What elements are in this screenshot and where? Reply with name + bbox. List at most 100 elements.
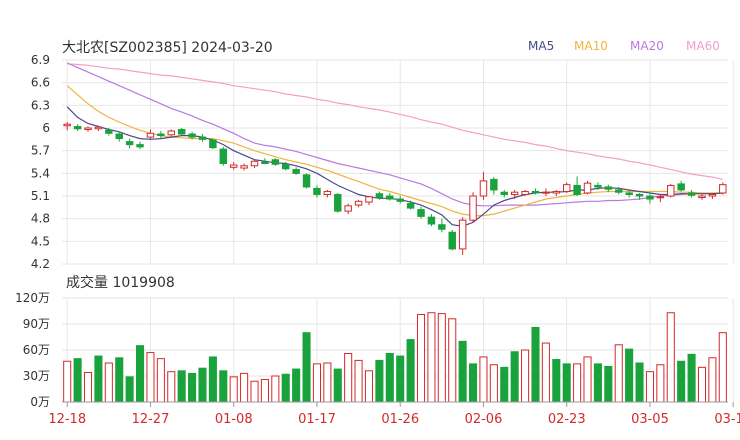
- candle-body: [323, 190, 332, 195]
- candle-body: [656, 196, 665, 199]
- candle-body: [625, 192, 633, 195]
- candle-body: [125, 141, 134, 146]
- volume-bar: [167, 371, 176, 403]
- candle-body: [677, 183, 685, 191]
- volume-bar: [354, 359, 363, 403]
- candle: [510, 189, 519, 200]
- candle: [167, 129, 175, 138]
- candle: [417, 206, 425, 219]
- volume-bar: [156, 358, 165, 403]
- ma-line-ma10: [66, 85, 723, 217]
- date-tick-label: 03-05: [631, 412, 669, 427]
- candle-body: [594, 184, 602, 188]
- volume-bar: [146, 352, 155, 403]
- price-tick-label: 4.5: [31, 234, 50, 248]
- candle: [198, 134, 207, 142]
- candle: [625, 189, 633, 198]
- volume-tick-label: 60万: [23, 343, 50, 357]
- candle-body: [490, 178, 498, 191]
- candle: [708, 192, 717, 200]
- candle-body: [583, 182, 592, 194]
- candle-body: [615, 189, 623, 193]
- candle: [240, 163, 248, 171]
- volume-bar: [177, 370, 186, 403]
- volume-bar: [437, 313, 446, 403]
- candle: [282, 162, 290, 171]
- legend-entry-ma10: MA10: [574, 39, 608, 53]
- volume-bar: [573, 363, 582, 403]
- candle: [157, 131, 165, 139]
- volume-y-axis: 120万 90万 60万 30万 0万: [15, 291, 50, 409]
- volume-bar: [656, 364, 665, 403]
- candle: [84, 126, 92, 132]
- candle-body: [136, 144, 144, 148]
- candle: [365, 196, 373, 206]
- volume-bar: [73, 358, 82, 403]
- candle-body: [667, 184, 675, 197]
- volume-bar: [427, 312, 436, 403]
- candle-body: [646, 195, 654, 200]
- candle: [146, 129, 155, 140]
- volume-bar: [541, 342, 550, 403]
- volume-bar: [219, 370, 228, 403]
- volume-bar: [687, 353, 696, 403]
- candle: [500, 189, 508, 198]
- candle-body: [209, 139, 217, 149]
- volume-bar: [645, 371, 654, 403]
- candle-body: [334, 193, 342, 212]
- volume-bar: [94, 355, 103, 403]
- price-tick-label: 6.9: [31, 53, 50, 67]
- candle-body: [396, 198, 404, 202]
- volume-bar: [260, 378, 269, 403]
- candle: [73, 124, 82, 132]
- candle: [375, 191, 384, 200]
- candle: [63, 121, 71, 131]
- candle: [427, 214, 436, 227]
- candle-body: [500, 191, 508, 195]
- volume-tick-label: 30万: [23, 369, 50, 383]
- candle-body: [167, 130, 175, 136]
- volume-bar: [677, 360, 686, 403]
- candle: [94, 125, 103, 132]
- candle: [125, 138, 134, 149]
- candle-body: [84, 127, 92, 131]
- candle: [677, 180, 685, 192]
- candle-body: [177, 129, 186, 135]
- volume-bar: [500, 366, 509, 403]
- candle-body: [302, 174, 311, 188]
- date-tick-label: 01-08: [215, 412, 253, 427]
- volume-bar: [312, 363, 321, 403]
- candles: [63, 121, 727, 255]
- ma-line-ma5: [66, 106, 723, 227]
- price-tick-label: 5.1: [31, 189, 50, 203]
- moving-average-lines: [66, 62, 723, 227]
- candle-body: [198, 136, 207, 140]
- volume-bar: [489, 364, 498, 403]
- candle-body: [604, 186, 613, 190]
- candle: [219, 146, 228, 166]
- volume-bar: [83, 372, 93, 403]
- volume-bar: [104, 362, 113, 403]
- volume-bar: [323, 362, 332, 403]
- date-tick-label: 01-26: [381, 412, 419, 427]
- date-tick-label: 03-14: [714, 412, 740, 427]
- date-axis: 12-18 12-27 01-08 01-17 01-26 02-06 02-23 03-05…: [48, 401, 740, 427]
- candle: [344, 203, 352, 215]
- volume-bar: [115, 357, 124, 403]
- candle-body: [458, 219, 467, 250]
- volume-bar: [344, 352, 353, 403]
- candle: [229, 162, 238, 170]
- candle: [354, 199, 363, 208]
- price-panel: 大北农[SZ002385] 2024-03-20 MA5 MA10 MA20 MA60…: [31, 39, 734, 271]
- candle: [323, 189, 332, 198]
- volume-bar: [292, 368, 301, 403]
- volume-bar: [583, 356, 592, 403]
- candle-body: [417, 209, 425, 217]
- volume-bar: [333, 368, 342, 403]
- candle-body: [261, 161, 269, 165]
- volume-bar: [521, 349, 530, 403]
- candle-body: [427, 216, 436, 225]
- candle-body: [479, 180, 488, 197]
- candle: [396, 196, 404, 204]
- ma-line-ma20: [66, 62, 723, 207]
